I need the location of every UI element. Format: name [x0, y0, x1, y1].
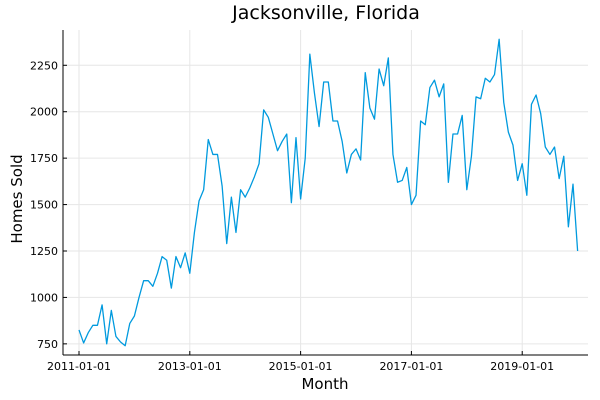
axis-ticks: 2011-01-01 2013-01-01 2015-01-01 2017-01-01…	[30, 59, 554, 373]
y-tick-label: 2250	[30, 59, 58, 72]
y-tick-label: 1750	[30, 152, 58, 165]
x-tick-label: 2013-01-01	[158, 360, 222, 373]
y-tick-label: 1500	[30, 199, 58, 212]
y-tick-label: 1000	[30, 291, 58, 304]
y-axis-label: Homes Sold	[8, 154, 26, 243]
y-tick-label: 2000	[30, 106, 58, 119]
chart-title: Jacksonville, Florida	[231, 2, 420, 24]
gridlines	[63, 30, 588, 355]
x-tick-label: 2015-01-01	[269, 360, 333, 373]
x-axis-label: Month	[301, 375, 348, 393]
x-tick-label: 2011-01-01	[47, 360, 111, 373]
x-tick-label: 2017-01-01	[379, 360, 443, 373]
series-line	[78, 38, 579, 347]
y-tick-label: 1250	[30, 245, 58, 258]
x-tick-label: 2019-01-01	[490, 360, 554, 373]
y-tick-label: 750	[37, 338, 58, 351]
